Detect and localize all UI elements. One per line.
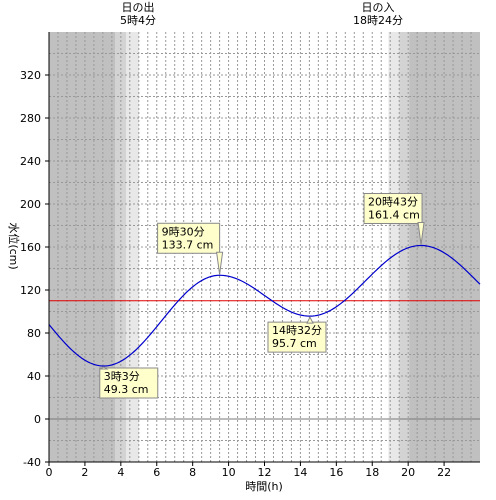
y-tick-label: 240 [20, 155, 41, 168]
callout-pointer [417, 221, 425, 245]
twilight-band-morning-dark [114, 32, 126, 462]
sunset-time: 18時24分 [353, 14, 403, 27]
x-tick-label: 18 [365, 466, 379, 479]
y-tick-label: 320 [20, 69, 41, 82]
y-tick-label: 0 [34, 413, 41, 426]
sunrise-time: 5時4分 [120, 14, 156, 27]
x-tick-label: 14 [293, 466, 307, 479]
callout-pointer [99, 366, 109, 370]
x-axis-label: 時間(h) [245, 480, 283, 493]
callout-time: 14時32分 [272, 324, 322, 337]
x-axis-ticks: 0 2 4 6 8 10 12 14 16 18 20 22 [46, 462, 451, 479]
x-tick-label: 12 [258, 466, 272, 479]
callout-value: 49.3 cm [104, 383, 149, 396]
twilight-band-evening-dark [399, 32, 410, 462]
y-axis-ticks: -40 0 40 80 120 160 200 240 280 320 [20, 69, 49, 469]
x-tick-label: 6 [153, 466, 160, 479]
x-tick-label: 0 [46, 466, 53, 479]
x-tick-label: 2 [81, 466, 88, 479]
x-tick-label: 16 [329, 466, 343, 479]
callout-box [363, 192, 423, 224]
x-tick-label: 10 [222, 466, 236, 479]
y-tick-label: 80 [27, 327, 41, 340]
sunset-title: 日の入 [362, 1, 395, 14]
y-axis-label: 水位(cm) [7, 222, 21, 269]
callout-box [157, 222, 221, 254]
x-tick-label: 22 [437, 466, 451, 479]
callout-value: 133.7 cm [162, 238, 214, 251]
callout-time: 3時3分 [104, 370, 140, 383]
y-tick-label: -40 [23, 456, 41, 469]
callout-pointer [216, 251, 224, 275]
y-tick-label: 280 [20, 112, 41, 125]
x-tick-label: 20 [401, 466, 415, 479]
callout-box [267, 321, 327, 353]
y-tick-label: 120 [20, 284, 41, 297]
callout-time: 9時30分 [162, 225, 205, 238]
tide-curve [48, 244, 481, 367]
x-tick-label: 8 [189, 466, 196, 479]
y-tick-label: 200 [20, 198, 41, 211]
callout-box [99, 367, 159, 399]
x-tick-label: 4 [117, 466, 124, 479]
callout-value: 161.4 cm [368, 208, 420, 221]
y-tick-label: 160 [20, 241, 41, 254]
tide-curve-group [48, 244, 481, 367]
callout-time: 20時43分 [368, 195, 418, 208]
callout-value: 95.7 cm [272, 337, 317, 350]
callout-pointer [306, 316, 314, 324]
grid-lines [49, 32, 480, 462]
y-tick-label: 40 [27, 370, 41, 383]
sunrise-title: 日の出 [122, 0, 155, 14]
day-night-bands [49, 32, 480, 462]
